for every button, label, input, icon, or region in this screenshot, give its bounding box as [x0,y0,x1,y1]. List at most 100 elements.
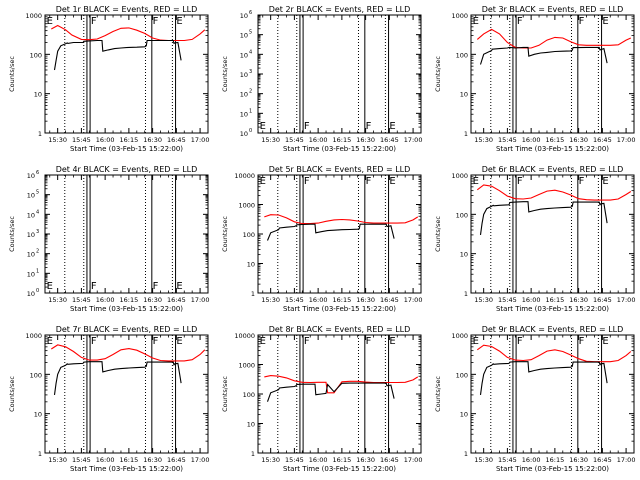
marker-letter: F [517,336,523,347]
plot-frame [470,174,635,294]
x-axis-label: Start Time (03-Feb-15 15:22:00) [496,305,609,313]
y-tick-label: 10 [27,172,35,180]
y-axis-label: Counts/sec [434,376,442,412]
marker-letter: F [304,176,310,187]
marker-letter: F [153,336,159,347]
marker-letter: E [176,16,182,27]
x-axis-label: Start Time (03-Feb-15 15:22:00) [283,305,396,313]
panel-2: Det 2r BLACK = Events, RED = LLD Counts/s… [221,5,422,153]
y-tick-label: 10 [27,231,35,239]
x-axis-label: Start Time (03-Feb-15 15:22:00) [70,305,183,313]
x-axis-label: Start Time (03-Feb-15 15:22:00) [70,465,183,473]
marker-letter: F [366,121,372,132]
y-tick-exponent: 1 [36,268,39,274]
plot-frame [470,334,635,454]
y-tick-label: 10 [27,270,35,278]
x-tick-label: 16:15 [333,136,352,144]
y-tick-exponent: 2 [249,89,252,95]
y-tick-label: 1000 [238,362,255,370]
marker-letter: F [579,336,585,347]
y-tick-label: 10 [247,421,255,429]
x-tick-label: 16:45 [593,456,612,464]
x-tick-label: 16:45 [167,296,186,304]
y-tick-exponent: 5 [249,30,252,36]
x-tick-label: 16:15 [546,296,565,304]
y-tick-exponent: 4 [249,49,252,55]
x-tick-label: 15:45 [72,296,91,304]
x-tick-label: 16:45 [593,136,612,144]
x-axis-label: Start Time (03-Feb-15 15:22:00) [496,465,609,473]
x-tick-label: 17:00 [404,456,423,464]
y-tick-label: 10 [240,32,248,40]
y-tick-label: 10 [240,110,248,118]
x-tick-label: 16:15 [120,136,139,144]
panel-title: Det 5r BLACK = Events, RED = LLD [269,165,411,174]
lld-series-line [476,28,632,49]
y-tick-label: 10 [460,91,468,99]
plot-frame [257,334,422,454]
panel-title: Det 8r BLACK = Events, RED = LLD [269,325,411,334]
y-tick-label: 10 [240,91,248,99]
y-tick-exponent: 3 [249,69,252,75]
x-tick-label: 16:45 [380,296,399,304]
marker-letter: E [602,176,608,187]
marker-letter: E [473,176,479,187]
x-tick-label: 15:45 [285,136,304,144]
x-tick-label: 16:00 [309,136,328,144]
y-tick-label: 1 [464,450,468,458]
x-tick-label: 16:30 [569,136,588,144]
x-tick-label: 17:00 [404,296,423,304]
y-tick-exponent: 4 [36,209,39,215]
events-series-line [479,361,608,395]
marker-letter: F [579,16,585,27]
y-tick-label: 100 [30,51,42,59]
x-tick-label: 16:45 [167,136,186,144]
y-tick-exponent: 0 [36,288,39,294]
marker-letter: E [47,16,53,27]
plot-frame [257,14,422,134]
y-tick-label: 10 [27,211,35,219]
y-tick-label: 100 [456,51,468,59]
x-tick-label: 15:30 [48,456,67,464]
x-tick-label: 15:30 [474,136,493,144]
x-tick-label: 16:15 [546,136,565,144]
marker-letter: E [260,176,266,187]
x-tick-label: 16:00 [522,296,541,304]
y-tick-label: 10 [34,91,42,99]
x-tick-label: 15:45 [72,456,91,464]
y-tick-label: 100 [456,211,468,219]
marker-letter: E [389,176,395,187]
marker-letter: E [389,336,395,347]
y-tick-label: 1 [464,130,468,138]
y-axis-label: Counts/sec [221,376,229,412]
events-series-line [53,39,182,71]
x-tick-label: 16:00 [309,456,328,464]
marker-letter: E [473,16,479,27]
panel-1: Det 1r BLACK = Events, RED = LLD Counts/s… [8,5,209,153]
x-tick-label: 15:45 [498,456,517,464]
y-tick-label: 10 [27,290,35,298]
marker-letter: E [473,336,479,347]
y-tick-exponent: 5 [36,190,39,196]
x-tick-label: 15:30 [261,296,280,304]
y-tick-label: 1000 [238,202,255,210]
y-tick-label: 10 [240,130,248,138]
x-tick-label: 16:00 [309,296,328,304]
marker-letter: F [366,336,372,347]
x-tick-label: 16:30 [356,456,375,464]
y-tick-label: 1 [464,290,468,298]
y-tick-exponent: 1 [249,108,252,114]
x-tick-label: 15:45 [498,296,517,304]
x-tick-label: 15:45 [285,456,304,464]
events-series-line [266,382,395,402]
y-tick-label: 1 [38,450,42,458]
y-axis-label: Counts/sec [8,216,16,252]
marker-letter: E [47,281,53,292]
y-tick-label: 10 [460,251,468,259]
panel-title: Det 7r BLACK = Events, RED = LLD [56,325,198,334]
x-tick-label: 16:45 [380,136,399,144]
y-tick-label: 1000 [451,172,468,180]
lld-series-line [476,344,632,363]
y-tick-label: 10000 [234,172,255,180]
